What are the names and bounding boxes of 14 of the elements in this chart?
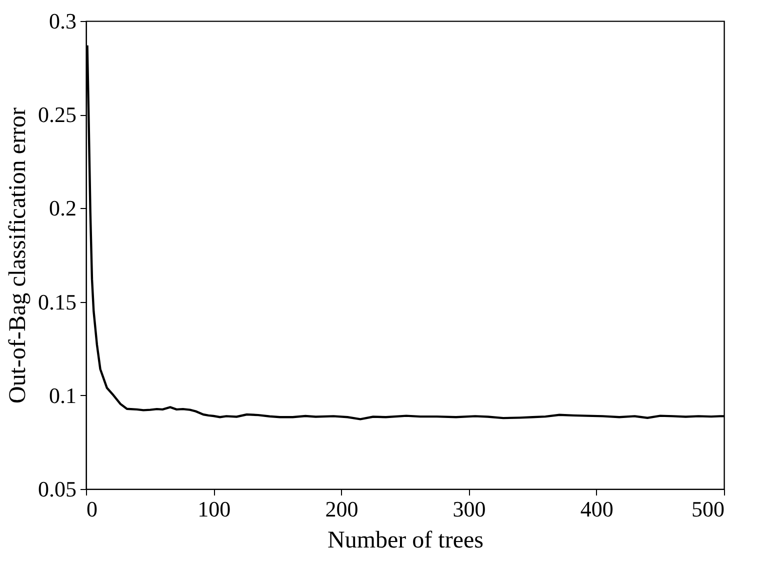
y-tick-label: 0.2 xyxy=(49,196,76,221)
y-tick-label: 0.15 xyxy=(38,289,76,314)
x-tick-label: 200 xyxy=(325,496,358,522)
y-tick-label: 0.3 xyxy=(49,8,76,34)
y-tick-label: 0.1 xyxy=(49,382,76,408)
y-tick-label: 0.05 xyxy=(38,476,76,502)
x-tick-label: 400 xyxy=(580,496,614,522)
x-tick-label: 100 xyxy=(198,496,231,522)
y-tick-label: 0.25 xyxy=(38,102,76,128)
y-axis-title: Out-of-Bag classification error xyxy=(5,108,31,404)
x-axis-title: Number of trees xyxy=(328,528,484,554)
x-tick-label: 0 xyxy=(86,496,98,522)
x-tick-label: 500 xyxy=(692,496,724,522)
x-tick-label: 300 xyxy=(452,496,486,522)
